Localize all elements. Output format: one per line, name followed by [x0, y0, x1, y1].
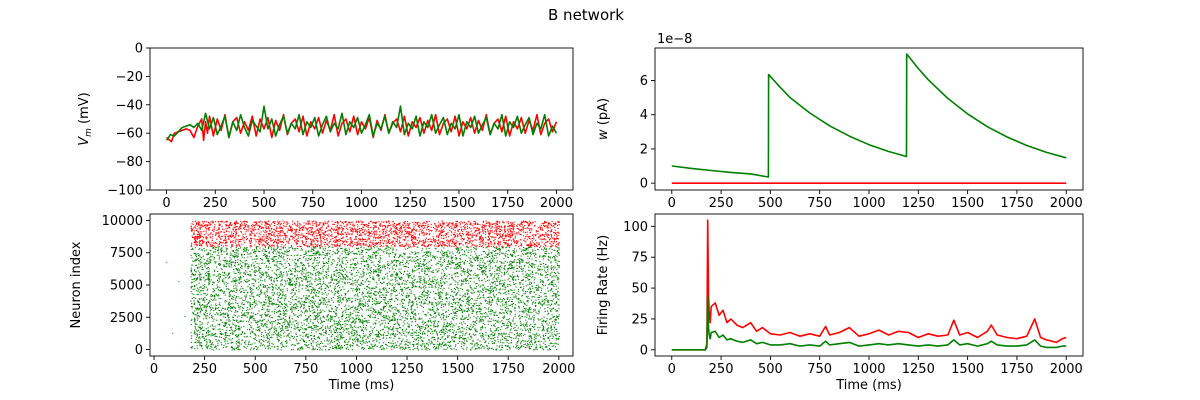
x-tick-label: 250	[709, 362, 734, 377]
panel-firing-rate: 0 250 500 750 1000 1250 1500 1750 2000 0 25 50 75 100…	[596, 213, 1084, 393]
y-tick-label: 2	[640, 142, 648, 157]
series-line-0	[671, 53, 1067, 178]
x-tick-label: 250	[203, 196, 228, 211]
y-tick-label: 2500	[110, 311, 143, 326]
plot-area	[165, 105, 558, 143]
x-tick-label: 2000	[542, 362, 575, 377]
x-tick-label: 1750	[1000, 196, 1033, 211]
x-tick-label: 1250	[902, 196, 935, 211]
plot-area	[166, 220, 560, 351]
y-label-symbol: w	[596, 129, 611, 140]
x-tick-label: 1500	[951, 362, 984, 377]
y-tick-label: −60	[116, 127, 143, 142]
y-tick-label: 6	[640, 74, 648, 89]
y-tick-label: 0	[135, 343, 143, 358]
x-tick-label: 250	[709, 196, 734, 211]
axes-frame	[654, 213, 1084, 357]
x-tick-label: 1000	[852, 196, 885, 211]
y-tick-label: −40	[116, 98, 143, 113]
x-tick-label: 1250	[902, 362, 935, 377]
x-tick-label: 1000	[852, 362, 885, 377]
panel-spike-raster: 0 250 500 750 1000 1250 1500 1750 2000 0 2500 5000 7…	[69, 213, 575, 393]
x-tick-label: 750	[807, 362, 832, 377]
panel-membrane-potential: 0 250 500 750 1000 1250 1500 1750 2000 −100 −80 −60…	[77, 42, 574, 211]
x-tick-label: 750	[300, 196, 325, 211]
x-tick-label: 1250	[394, 196, 427, 211]
x-tick-label: 0	[668, 362, 676, 377]
series-line-0	[671, 219, 1067, 351]
x-tick-label: 500	[252, 196, 277, 211]
series-line-1	[671, 294, 1067, 351]
x-tick-label: 2000	[1050, 196, 1083, 211]
plot-area	[671, 53, 1067, 184]
y-label-symbol: V	[77, 136, 92, 146]
x-tick-label: 500	[243, 362, 268, 377]
y-tick-label: −100	[107, 184, 143, 199]
x-tick-label: 2000	[1050, 362, 1083, 377]
y-axis-label: w (pA)	[596, 98, 611, 140]
x-tick-label: 500	[758, 362, 783, 377]
x-axis-label: Time (ms)	[328, 378, 395, 393]
x-tick-label: 1750	[491, 196, 524, 211]
x-tick-label: 0	[150, 362, 158, 377]
y-tick-label: 10000	[102, 214, 143, 229]
y-tick-label: 0	[135, 42, 143, 57]
y-label-subscript: m	[84, 128, 94, 137]
y-tick-label: 4	[640, 108, 648, 123]
y-tick-label: 50	[631, 282, 648, 297]
x-tick-label: 1500	[951, 196, 984, 211]
x-tick-label: 1500	[442, 196, 475, 211]
panel-adaptation-current: 0 250 500 750 1000 1250 1500 1750 2000 0 2 4 6 w (pA)…	[596, 32, 1084, 211]
y-label-unit: (mV)	[77, 92, 92, 128]
y-tick-label: 75	[631, 251, 648, 266]
series-line-1	[165, 105, 558, 141]
x-tick-label: 1750	[1000, 362, 1033, 377]
y-axis-label: Firing Rate (Hz)	[596, 235, 611, 335]
x-tick-label: 1250	[390, 362, 423, 377]
y-axis-label: Vm (mV)	[77, 92, 94, 146]
y-tick-label: 25	[631, 312, 648, 327]
x-tick-label: 1000	[340, 362, 373, 377]
axis-offset-text: 1e−8	[657, 32, 692, 47]
y-tick-label: −20	[116, 70, 143, 85]
y-tick-label: 5000	[110, 279, 143, 294]
x-tick-label: 0	[162, 196, 170, 211]
plot-area	[671, 219, 1067, 351]
y-tick-label: −80	[116, 155, 143, 170]
x-tick-label: 750	[807, 196, 832, 211]
y-tick-label: 7500	[110, 246, 143, 261]
x-tick-label: 0	[668, 196, 676, 211]
series-spikes-1	[190, 220, 560, 248]
axes-frame	[654, 47, 1084, 191]
y-axis-label: Neuron index	[69, 241, 84, 328]
x-tick-label: 250	[192, 362, 217, 377]
y-tick-label: 0	[640, 177, 648, 192]
figure-title: B network	[548, 6, 624, 24]
x-tick-label: 1000	[345, 196, 378, 211]
x-tick-label: 1500	[441, 362, 474, 377]
x-tick-label: 500	[758, 196, 783, 211]
x-tick-label: 2000	[540, 196, 573, 211]
y-tick-label: 0	[640, 343, 648, 358]
x-axis-label: Time (ms)	[835, 378, 902, 393]
series-spikes-0	[166, 246, 560, 351]
y-tick-label: 100	[623, 220, 648, 235]
y-label-unit: (pA)	[596, 98, 611, 129]
x-tick-label: 1750	[492, 362, 525, 377]
x-tick-label: 750	[293, 362, 318, 377]
